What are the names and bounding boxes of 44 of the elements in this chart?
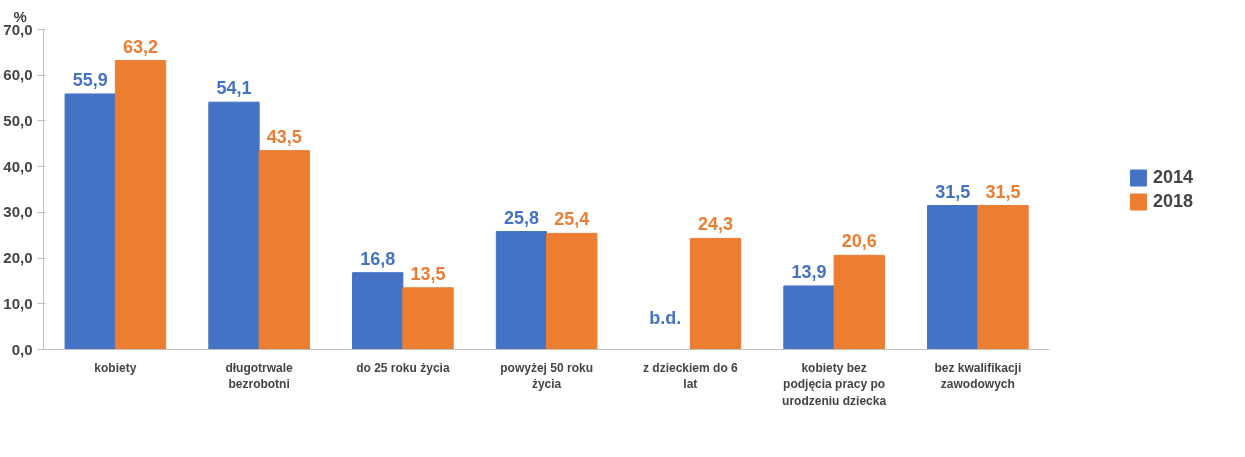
data-label: 63,2 bbox=[123, 36, 159, 57]
y-tick-label: 10,0 bbox=[3, 294, 33, 312]
data-label: 24,3 bbox=[698, 214, 734, 235]
data-label: 55,9 bbox=[72, 69, 108, 90]
y-tick-label: 0,0 bbox=[11, 340, 33, 358]
data-label: 43,5 bbox=[266, 126, 302, 147]
y-axis-title: % bbox=[13, 7, 27, 25]
bar bbox=[833, 254, 885, 350]
legend-label: 2018 bbox=[1152, 190, 1193, 212]
bar bbox=[783, 285, 835, 350]
data-label: 31,5 bbox=[935, 181, 971, 202]
y-tick-label: 20,0 bbox=[3, 249, 33, 267]
data-label: 25,8 bbox=[503, 207, 539, 228]
bar bbox=[208, 101, 260, 350]
legend-label: 2014 bbox=[1152, 166, 1193, 188]
bar bbox=[495, 231, 548, 350]
bar bbox=[64, 93, 116, 350]
bar bbox=[114, 60, 167, 350]
data-label: 13,9 bbox=[791, 261, 827, 282]
bar bbox=[352, 272, 404, 350]
bar bbox=[258, 150, 310, 350]
bar bbox=[402, 287, 454, 350]
x-tick-label: bez kwalifikacji zawodowych bbox=[934, 360, 1022, 392]
bar bbox=[546, 232, 598, 350]
data-label: 54,1 bbox=[216, 78, 252, 99]
y-tick-label: 60,0 bbox=[3, 66, 33, 84]
y-tick-label: 30,0 bbox=[3, 203, 33, 221]
bar bbox=[689, 237, 742, 350]
bar bbox=[977, 205, 1029, 350]
text: b.d. bbox=[649, 307, 682, 328]
y-tick-label: 40,0 bbox=[3, 157, 33, 175]
y-tick-label: 50,0 bbox=[3, 111, 33, 129]
data-label: 31,5 bbox=[985, 181, 1021, 202]
data-label: 20,6 bbox=[841, 231, 877, 252]
data-label: 25,4 bbox=[554, 209, 590, 230]
x-tick-label: powyżej 50 roku życia bbox=[500, 360, 593, 392]
x-tick-label: długotrwale bezrobotni bbox=[225, 360, 294, 392]
x-tick-label: z dzieckiem do 6 lat bbox=[643, 360, 739, 392]
data-label: 16,8 bbox=[360, 248, 396, 269]
data-label: 13,5 bbox=[410, 263, 446, 284]
bar bbox=[927, 205, 979, 350]
x-tick-label: do 25 roku życia bbox=[356, 360, 450, 375]
x-tick-label: kobiety bbox=[94, 360, 137, 375]
x-tick-label: kobiety bez podjęcia pracy po urodzeniu dziecka bbox=[782, 360, 887, 409]
